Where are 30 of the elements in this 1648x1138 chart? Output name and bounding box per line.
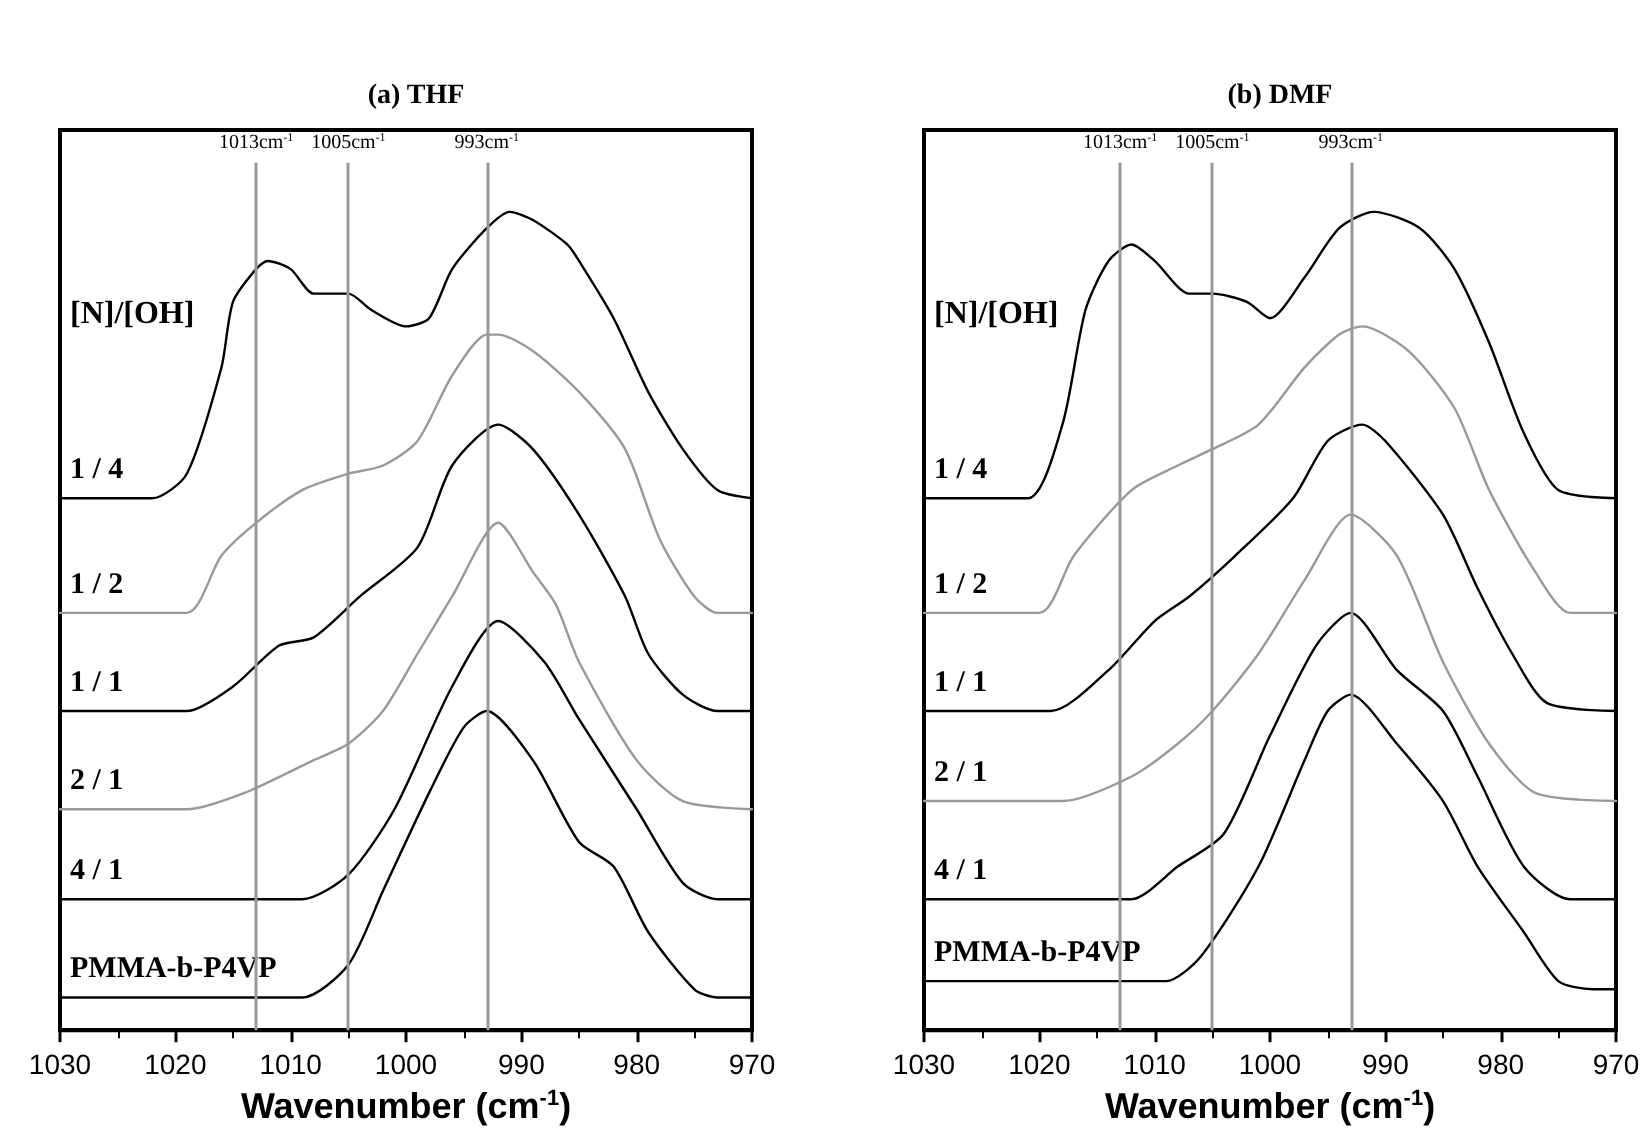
series-label: 2 / 1 [934, 757, 988, 790]
x-tick-label: 990 [497, 1048, 546, 1081]
x-tick-label: 970 [728, 1048, 776, 1081]
x-tick-label: 1020 [144, 1048, 207, 1081]
chart-title: (a) THF [367, 81, 465, 111]
series-label: 4 / 1 [934, 855, 988, 888]
x-tick-label: 1000 [1238, 1048, 1302, 1081]
x-tick-label: 980 [613, 1048, 661, 1081]
x-tick-label: 1030 [28, 1048, 92, 1081]
x-tick-label: 1030 [892, 1048, 956, 1081]
series-label: 1 / 4 [70, 454, 125, 487]
series-label: 1 / 4 [934, 454, 989, 487]
series-label: 1 / 2 [934, 568, 988, 601]
series-label: PMMA-b-P4VP [70, 953, 277, 986]
x-tick-label: 970 [1592, 1048, 1640, 1081]
series-label: 2 / 1 [70, 765, 124, 798]
chart-title: (b) DMF [1227, 81, 1333, 111]
legend-title: [N]/[OH] [934, 297, 1059, 332]
x-tick-label: 1010 [1123, 1048, 1187, 1081]
x-tick-label: 990 [1361, 1048, 1410, 1081]
x-tick-label: 1020 [1008, 1048, 1071, 1081]
x-tick-label: 1000 [374, 1048, 438, 1081]
x-tick-label: 980 [1477, 1048, 1525, 1081]
series-label: 1 / 2 [70, 568, 124, 601]
series-label: 1 / 1 [70, 667, 124, 700]
series-label: PMMA-b-P4VP [934, 937, 1141, 970]
series-label: 1 / 1 [934, 667, 988, 700]
x-tick-label: 1010 [259, 1048, 323, 1081]
legend-title: [N]/[OH] [70, 297, 195, 332]
series-label: 4 / 1 [70, 855, 124, 888]
